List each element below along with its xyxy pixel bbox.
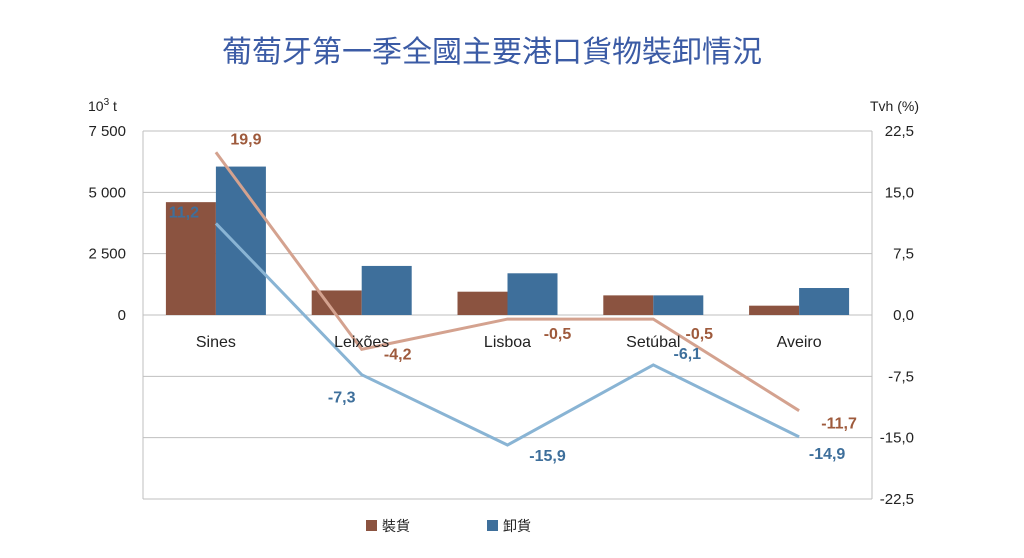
loading-change-line <box>214 151 800 412</box>
right-axis-unit: Tvh (%) <box>870 98 919 114</box>
chart-title: 葡萄牙第一季全國主要港口貨物裝卸情況 <box>222 35 762 70</box>
lines <box>214 151 800 447</box>
left-axis-unit-exponent: 3 <box>104 97 110 108</box>
right-tick-label: 22,5 <box>885 123 914 140</box>
labels: Sines Leixões Lisboa Setúbal Aveiro 19,9 -4,2 -… <box>169 131 857 465</box>
data-label: -14,9 <box>809 446 846 463</box>
category-label: Lisboa <box>484 334 531 351</box>
data-label: -15,9 <box>529 448 566 465</box>
bar-unloading <box>361 265 412 315</box>
data-label: 11,2 <box>169 204 199 221</box>
legend-label: 卸貨 <box>503 518 531 535</box>
left-axis-unit-suffix: t <box>109 98 117 114</box>
category-label: Sines <box>196 334 236 351</box>
category-label: Setúbal <box>626 334 680 351</box>
bar-unloading <box>507 273 558 315</box>
left-tick-label: 7 500 <box>88 123 126 140</box>
left-axis-unit: 103 t <box>88 97 117 114</box>
bar-loading <box>603 295 654 315</box>
right-tick-label: 0,0 <box>893 307 914 324</box>
data-label: -11,7 <box>821 416 857 433</box>
legend: 裝貨 卸貨 <box>366 518 531 535</box>
axes: 0 2 500 5 000 7 500 22,5 15,0 7,5 0,0 -7,5 -15,0 -… <box>88 123 914 508</box>
bar-unloading <box>215 166 266 315</box>
data-label: -7,3 <box>328 390 356 407</box>
data-label: 19,9 <box>230 131 261 148</box>
right-tick-label: 7,5 <box>893 246 914 263</box>
legend-label: 裝貨 <box>382 518 410 535</box>
legend-swatch <box>487 520 498 531</box>
bar-unloading <box>653 295 704 315</box>
right-tick-label: -7,5 <box>888 368 914 385</box>
right-tick-label: -15,0 <box>880 430 914 447</box>
bar-loading <box>457 291 508 315</box>
bar-loading <box>165 202 216 315</box>
data-label: -0,5 <box>686 326 714 343</box>
category-label: Aveiro <box>777 334 822 351</box>
left-tick-label: 5 000 <box>88 184 126 201</box>
category-label: Leixões <box>334 334 389 351</box>
left-axis-unit-base: 10 <box>88 98 104 114</box>
data-label: -6,1 <box>674 346 702 363</box>
data-label: -4,2 <box>384 346 412 363</box>
unloading-change-line <box>214 222 800 447</box>
left-tick-label: 2 500 <box>88 246 126 263</box>
left-tick-label: 0 <box>118 307 126 324</box>
bar-loading <box>749 305 800 315</box>
legend-swatch <box>366 520 377 531</box>
bar-unloading <box>799 288 850 315</box>
data-label: -0,5 <box>544 326 572 343</box>
right-tick-label: 15,0 <box>885 184 914 201</box>
bars <box>165 166 850 315</box>
right-tick-label: -22,5 <box>880 491 914 508</box>
